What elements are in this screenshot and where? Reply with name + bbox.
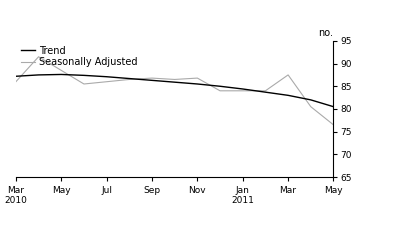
Seasonally Adjusted bbox=[331, 123, 336, 126]
Seasonally Adjusted bbox=[127, 78, 132, 81]
Trend bbox=[218, 85, 222, 88]
Seasonally Adjusted bbox=[104, 80, 109, 83]
Legend: Trend, Seasonally Adjusted: Trend, Seasonally Adjusted bbox=[21, 46, 138, 67]
Trend bbox=[13, 75, 18, 78]
Trend bbox=[150, 79, 154, 82]
Trend bbox=[59, 73, 64, 76]
Seasonally Adjusted bbox=[263, 89, 268, 92]
Line: Seasonally Adjusted: Seasonally Adjusted bbox=[16, 57, 333, 125]
Trend bbox=[286, 94, 291, 97]
Seasonally Adjusted bbox=[59, 69, 64, 72]
Seasonally Adjusted bbox=[13, 80, 18, 83]
Text: no.: no. bbox=[318, 28, 333, 38]
Trend bbox=[104, 75, 109, 78]
Trend bbox=[240, 88, 245, 90]
Seasonally Adjusted bbox=[81, 83, 86, 85]
Seasonally Adjusted bbox=[308, 105, 313, 108]
Line: Trend: Trend bbox=[16, 74, 333, 107]
Trend bbox=[308, 99, 313, 101]
Trend bbox=[331, 105, 336, 108]
Seasonally Adjusted bbox=[36, 55, 41, 58]
Trend bbox=[263, 91, 268, 94]
Seasonally Adjusted bbox=[172, 78, 177, 81]
Seasonally Adjusted bbox=[286, 74, 291, 76]
Seasonally Adjusted bbox=[150, 77, 154, 79]
Seasonally Adjusted bbox=[195, 77, 200, 79]
Trend bbox=[127, 77, 132, 80]
Trend bbox=[36, 74, 41, 76]
Trend bbox=[81, 74, 86, 77]
Trend bbox=[195, 83, 200, 85]
Seasonally Adjusted bbox=[240, 89, 245, 92]
Seasonally Adjusted bbox=[218, 89, 222, 92]
Trend bbox=[172, 81, 177, 84]
